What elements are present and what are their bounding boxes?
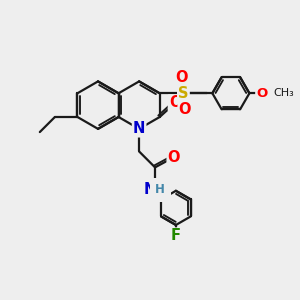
Text: F: F [171,229,181,244]
Text: H: H [155,183,165,196]
Text: O: O [168,150,180,165]
Text: O: O [169,95,181,110]
Text: N: N [144,182,156,197]
Text: S: S [178,86,189,101]
Text: O: O [178,102,191,117]
Text: N: N [133,122,145,136]
Text: O: O [256,87,268,100]
Text: CH₃: CH₃ [273,88,294,98]
Text: O: O [176,70,188,85]
